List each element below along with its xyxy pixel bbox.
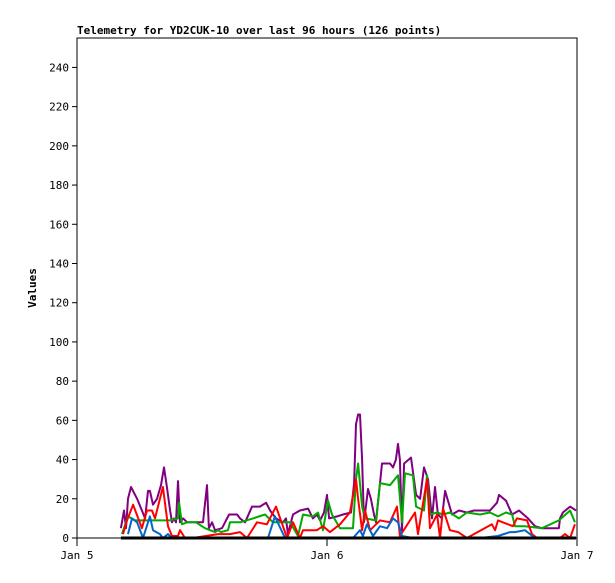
y-tick-label: 160 xyxy=(49,218,69,231)
y-tick-label: 140 xyxy=(49,257,69,270)
chart-title: Telemetry for YD2CUK-10 over last 96 hou… xyxy=(77,24,441,37)
series-line-0 xyxy=(119,413,577,536)
y-tick-label: 100 xyxy=(49,336,69,349)
y-tick-label: 200 xyxy=(49,140,69,153)
series-line-2 xyxy=(122,478,576,539)
y-tick-label: 40 xyxy=(56,454,69,467)
series-lines xyxy=(119,413,577,540)
y-tick-label: 0 xyxy=(62,532,69,545)
y-tick-label: 180 xyxy=(49,179,69,192)
x-tick-label: Jan 6 xyxy=(310,549,343,562)
x-axis: Jan 5 Jan 6 Jan 7 xyxy=(60,538,594,562)
x-tick-label: Jan 7 xyxy=(560,549,593,562)
plot-frame xyxy=(76,37,578,539)
series-line-1 xyxy=(121,462,576,537)
y-axis: 0 20 40 60 80 100 120 140 160 180 200 220 240 xyxy=(49,61,77,545)
x-tick-label: Jan 5 xyxy=(60,549,93,562)
y-tick-label: 80 xyxy=(56,375,69,388)
y-tick-label: 120 xyxy=(49,297,69,310)
y-tick-label: 20 xyxy=(56,493,69,506)
y-axis-label: Values xyxy=(26,268,39,308)
y-tick-label: 240 xyxy=(49,61,69,74)
y-tick-label: 220 xyxy=(49,101,69,114)
y-tick-label: 60 xyxy=(56,414,69,427)
